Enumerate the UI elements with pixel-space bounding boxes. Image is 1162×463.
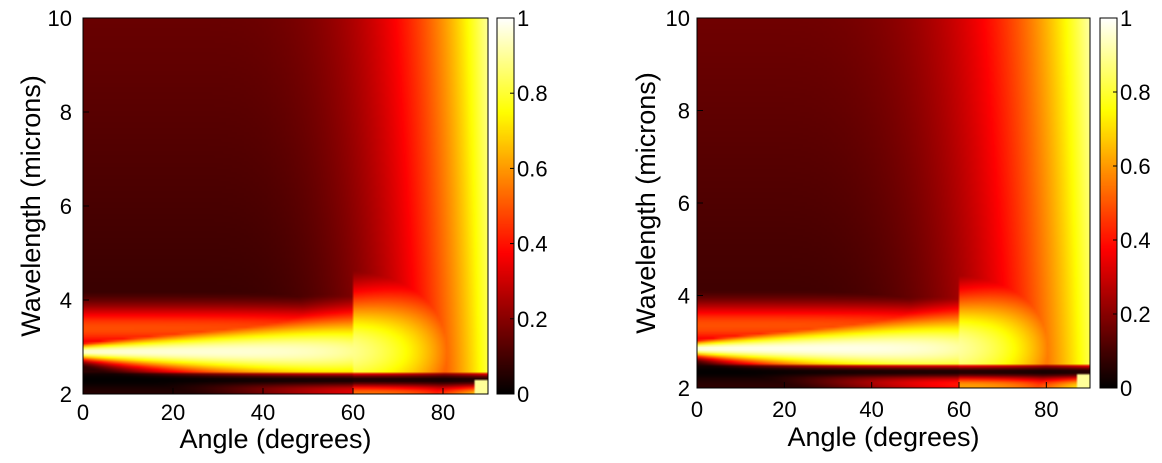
heatmap-image (83, 18, 488, 394)
x-tick-label: 0 (691, 397, 703, 422)
colorbar-tick-label: 0.4 (517, 232, 548, 257)
x-tick-label: 0 (77, 400, 89, 425)
colorbar-tick-label: 1 (1120, 6, 1132, 31)
colorbar-tick-label: 0 (1120, 376, 1132, 401)
y-tick-label: 4 (678, 284, 690, 309)
heatmap-image (697, 18, 1090, 388)
y-tick-label: 6 (60, 194, 72, 219)
colorbar-tick-label: 0.2 (1120, 302, 1151, 327)
x-tick-label: 20 (772, 397, 796, 422)
y-tick-label: 6 (678, 191, 690, 216)
x-axis-label: Angle (degrees) (787, 422, 979, 452)
y-tick-label: 8 (60, 100, 72, 125)
colorbar-frame (496, 17, 515, 395)
colorbar-tick-label: 0.4 (1120, 228, 1151, 253)
y-tick-label: 10 (666, 6, 690, 31)
y-tick-label: 10 (48, 6, 72, 31)
colorbar-tick-label: 0 (517, 382, 529, 407)
x-tick-label: 80 (1034, 397, 1058, 422)
x-tick-label: 60 (947, 397, 971, 422)
x-tick-label: 40 (859, 397, 883, 422)
y-tick-label: 8 (678, 99, 690, 124)
colorbar-tick-label: 0.6 (1120, 154, 1151, 179)
colorbar-frame (1099, 17, 1118, 389)
colorbar-tick-label: 0.6 (517, 156, 548, 181)
x-axis-label: Angle (degrees) (179, 424, 371, 454)
y-tick-label: 2 (678, 376, 690, 401)
x-tick-label: 60 (341, 400, 365, 425)
y-axis-label: Wavelength (microns) (631, 72, 661, 334)
y-tick-label: 4 (60, 288, 72, 313)
colorbar-gradient (1100, 18, 1117, 388)
colorbar-tick-label: 1 (517, 6, 529, 31)
colorbar-tick-label: 0.8 (1120, 80, 1151, 105)
y-tick-label: 2 (60, 382, 72, 407)
y-axis-label: Wavelength (microns) (16, 75, 46, 337)
colorbar-tick-label: 0.2 (517, 307, 548, 332)
x-tick-label: 20 (161, 400, 185, 425)
x-tick-label: 40 (251, 400, 275, 425)
x-tick-label: 80 (431, 400, 455, 425)
colorbar-gradient (497, 18, 514, 394)
colorbar-tick-label: 0.8 (517, 81, 548, 106)
